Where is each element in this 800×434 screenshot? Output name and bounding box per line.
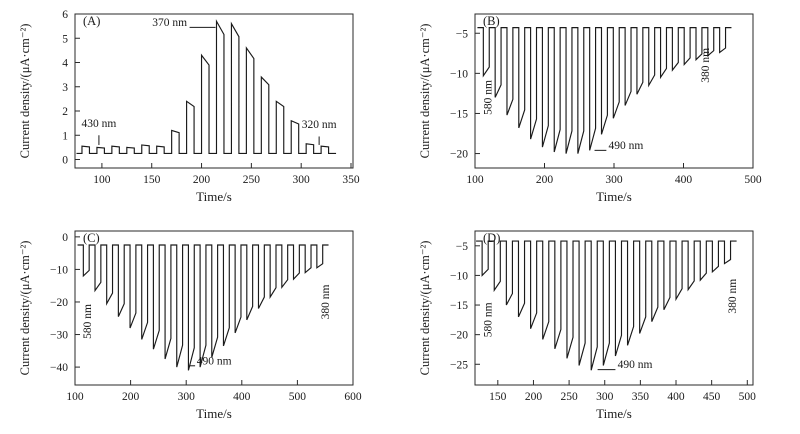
panel-label: (A) [83, 14, 100, 28]
y-tick-label: −5 [456, 241, 468, 253]
y-tick-label: 1 [62, 130, 68, 142]
photocurrent-trace [76, 19, 337, 155]
x-tick-label: 500 [289, 391, 307, 403]
y-tick-label: −30 [50, 330, 68, 342]
x-tick-label: 500 [739, 391, 757, 403]
x-tick-label: 300 [178, 391, 196, 403]
x-tick-label: 350 [342, 174, 360, 186]
y-tick-label: −20 [450, 149, 468, 161]
x-tick-label: 250 [243, 174, 261, 186]
wavelength-annotation: 380 nm [727, 279, 739, 314]
y-axis-title: Current density/(μA·cm⁻²) [18, 24, 32, 159]
y-axis-title: Current density/(μA·cm⁻²) [418, 241, 432, 376]
x-tick-label: 200 [122, 391, 140, 403]
x-tick-label: 500 [744, 174, 762, 186]
x-tick-label: 150 [489, 391, 507, 403]
wavelength-annotation: 490 nm [197, 355, 232, 367]
y-tick-label: 6 [62, 9, 68, 21]
y-tick-label: −10 [450, 68, 468, 80]
panel-label: (B) [483, 14, 500, 28]
panel-label: (C) [83, 231, 100, 245]
x-axis-title: Time/s [196, 406, 232, 421]
y-tick-label: −10 [450, 270, 468, 282]
x-axis-title: Time/s [596, 189, 632, 204]
x-axis-title: Time/s [196, 189, 232, 204]
panel-A: 100 150 200 250 300 350 0 1 2 3 4 5 6 Time/s Current d… [0, 0, 400, 217]
x-tick-label: 400 [675, 174, 693, 186]
x-tick-label: 150 [143, 174, 161, 186]
y-tick-label: −15 [450, 300, 468, 312]
x-tick-label: 100 [466, 174, 484, 186]
panel-A-chart: 100 150 200 250 300 350 0 1 2 3 4 5 6 Time/s Current d… [18, 9, 360, 204]
x-tick-label: 450 [703, 391, 721, 403]
x-tick-label: 200 [536, 174, 554, 186]
panel-C: 100 200 300 400 500 600 0 −10 −20 −30 −40 Time/s Cur… [0, 217, 400, 434]
panel-C-chart: 100 200 300 400 500 600 0 −10 −20 −30 −40 Time/s Cur… [18, 230, 362, 421]
wavelength-annotation: 320 nm [302, 119, 337, 131]
x-tick-label: 100 [66, 391, 84, 403]
x-tick-label: 200 [525, 391, 543, 403]
y-axis-title: Current density/(μA·cm⁻²) [18, 241, 32, 376]
y-tick-label: 3 [62, 82, 68, 94]
y-tick-label: −5 [456, 28, 468, 40]
photocurrent-trace [476, 240, 737, 371]
y-tick-label: 5 [62, 33, 68, 45]
wavelength-annotation: 490 nm [618, 359, 653, 371]
x-tick-label: 300 [293, 174, 311, 186]
plot-frame [74, 13, 354, 169]
wavelength-annotation: 430 nm [81, 118, 116, 130]
photocurrent-trace [477, 27, 732, 154]
y-tick-label: −40 [50, 362, 68, 374]
panel-B: 100 200 300 400 500 −5 −10 −15 −20 Time/s Current … [400, 0, 800, 217]
x-tick-label: 600 [344, 391, 362, 403]
x-tick-label: 200 [193, 174, 211, 186]
x-tick-label: 300 [596, 391, 614, 403]
y-tick-label: −10 [50, 264, 68, 276]
x-tick-label: 400 [233, 391, 251, 403]
wavelength-annotation: 380 nm [700, 48, 712, 83]
panel-B-chart: 100 200 300 400 500 −5 −10 −15 −20 Time/s Current … [418, 13, 762, 204]
y-tick-label: −25 [450, 359, 468, 371]
y-tick-label: −20 [50, 297, 68, 309]
wavelength-annotation: 580 nm [483, 80, 495, 115]
y-tick-label: −20 [450, 330, 468, 342]
panel-label: (D) [483, 231, 500, 245]
x-tick-label: 100 [93, 174, 111, 186]
panel-D: 150 200 250 300 350 400 450 500 −5 −10 −15 −20 −25 Ti… [400, 217, 800, 434]
wavelength-annotation: 580 nm [82, 304, 94, 339]
panel-D-chart: 150 200 250 300 350 400 450 500 −5 −10 −15 −20 −25 Ti… [418, 230, 757, 421]
y-tick-label: 4 [62, 58, 68, 70]
y-tick-label: 2 [62, 106, 68, 118]
x-tick-label: 250 [560, 391, 578, 403]
photocurrent-trace [77, 244, 329, 371]
y-tick-label: −15 [450, 108, 468, 120]
wavelength-annotation: 380 nm [320, 285, 332, 320]
wavelength-annotation: 490 nm [608, 140, 643, 152]
x-axis-title: Time/s [596, 406, 632, 421]
plot-frame [474, 230, 754, 386]
x-tick-label: 300 [605, 174, 623, 186]
wavelength-annotation: 580 nm [482, 302, 494, 337]
wavelength-annotation: 370 nm [152, 17, 187, 29]
plot-frame [74, 230, 354, 386]
x-tick-label: 400 [667, 391, 685, 403]
y-axis-title: Current density/(μA·cm⁻²) [418, 24, 432, 159]
x-tick-label: 350 [632, 391, 650, 403]
y-tick-label: 0 [62, 155, 68, 167]
y-tick-label: 0 [62, 232, 68, 244]
